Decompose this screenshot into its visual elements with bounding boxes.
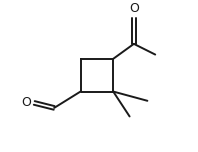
Text: O: O [21,96,31,109]
Text: O: O [129,2,139,15]
